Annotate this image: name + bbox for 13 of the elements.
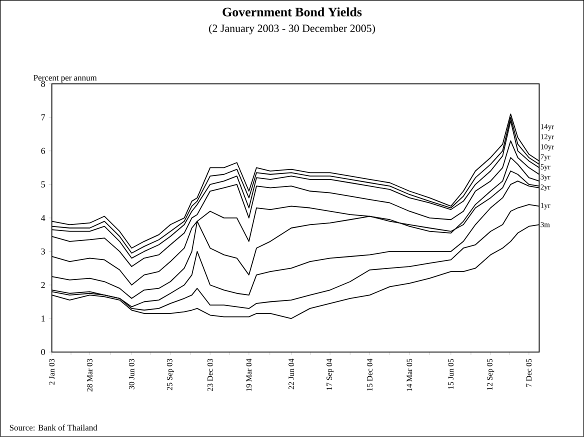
- chart-subtitle: (2 January 2003 - 30 December 2005): [209, 24, 375, 34]
- y-tick-label: 5: [41, 181, 45, 188]
- y-tick-label: 0: [41, 349, 45, 356]
- y-tick-label: 8: [41, 80, 45, 87]
- y-tick-label: 7: [41, 114, 46, 120]
- y-tick-label: 1: [42, 316, 45, 322]
- y-tick-label: 3: [41, 248, 45, 255]
- y-tick-label: 4: [41, 215, 46, 221]
- y-axis-title: Percent per annum: [34, 75, 97, 82]
- y-tick-label: 2: [41, 282, 45, 288]
- y-tick-label: 6: [41, 148, 46, 154]
- source-note: Source: Bank of Thailand: [10, 424, 98, 431]
- chart-title: Government Bond Yields: [222, 7, 362, 16]
